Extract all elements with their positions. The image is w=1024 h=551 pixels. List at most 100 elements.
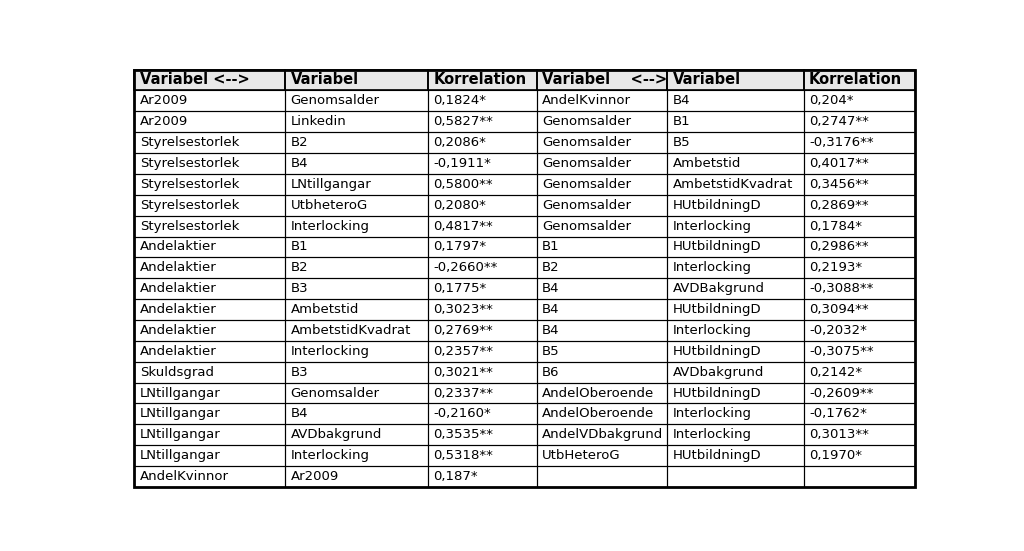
Bar — [285, 424, 428, 445]
Text: -0,3176**: -0,3176** — [809, 136, 873, 149]
Bar — [804, 320, 915, 341]
Bar — [537, 236, 668, 257]
Text: HUtbildningD: HUtbildningD — [673, 345, 762, 358]
Bar — [668, 257, 804, 278]
Bar — [428, 69, 537, 90]
Bar — [668, 111, 804, 132]
Text: Interlocking: Interlocking — [291, 345, 370, 358]
Text: B4: B4 — [542, 324, 559, 337]
Text: Variabel    <-->: Variabel <--> — [542, 72, 668, 88]
Bar — [134, 299, 285, 320]
Text: Interlocking: Interlocking — [673, 219, 752, 233]
Bar — [537, 236, 668, 257]
Bar — [134, 215, 285, 236]
Bar — [428, 90, 537, 111]
Text: B5: B5 — [542, 345, 560, 358]
Bar — [537, 320, 668, 341]
Text: Genomsalder: Genomsalder — [542, 199, 631, 212]
Bar — [668, 424, 804, 445]
Bar — [134, 424, 285, 445]
Bar — [285, 215, 428, 236]
Bar — [428, 299, 537, 320]
Bar — [668, 153, 804, 174]
Bar — [285, 424, 428, 445]
Bar — [134, 236, 285, 257]
Bar — [285, 466, 428, 487]
Bar — [134, 382, 285, 403]
Text: 0,4017**: 0,4017** — [809, 157, 868, 170]
Bar — [428, 320, 537, 341]
Text: B4: B4 — [673, 94, 690, 107]
Bar — [804, 90, 915, 111]
Text: 0,3535**: 0,3535** — [433, 428, 494, 441]
Bar — [285, 132, 428, 153]
Text: AVDbakgrund: AVDbakgrund — [673, 366, 764, 379]
Bar — [428, 362, 537, 382]
Bar — [668, 424, 804, 445]
Text: 0,2142*: 0,2142* — [809, 366, 862, 379]
Bar — [804, 382, 915, 403]
Bar — [428, 195, 537, 215]
Bar — [537, 257, 668, 278]
Text: Andelaktier: Andelaktier — [140, 240, 217, 253]
Bar — [134, 278, 285, 299]
Text: 0,2337**: 0,2337** — [433, 387, 494, 399]
Bar — [428, 382, 537, 403]
Bar — [804, 69, 915, 90]
Text: -0,2609**: -0,2609** — [809, 387, 873, 399]
Bar — [285, 111, 428, 132]
Bar — [537, 90, 668, 111]
Bar — [804, 174, 915, 195]
Text: Ar2009: Ar2009 — [140, 94, 188, 107]
Bar — [668, 69, 804, 90]
Text: 0,2086*: 0,2086* — [433, 136, 486, 149]
Bar — [668, 320, 804, 341]
Bar — [285, 215, 428, 236]
Text: HUtbildningD: HUtbildningD — [673, 449, 762, 462]
Text: 0,1797*: 0,1797* — [433, 240, 486, 253]
Bar — [804, 132, 915, 153]
Bar — [285, 362, 428, 382]
Bar — [804, 236, 915, 257]
Bar — [134, 362, 285, 382]
Bar — [285, 362, 428, 382]
Text: HUtbildningD: HUtbildningD — [673, 199, 762, 212]
Bar — [804, 69, 915, 90]
Bar — [134, 257, 285, 278]
Bar — [537, 445, 668, 466]
Bar — [428, 403, 537, 424]
Bar — [804, 174, 915, 195]
Bar — [668, 382, 804, 403]
Bar — [134, 174, 285, 195]
Text: AndelOberoende: AndelOberoende — [542, 407, 654, 420]
Text: 0,2193*: 0,2193* — [809, 261, 862, 274]
Bar — [537, 195, 668, 215]
Bar — [804, 278, 915, 299]
Bar — [285, 174, 428, 195]
Text: Genomsalder: Genomsalder — [291, 387, 380, 399]
Bar — [428, 341, 537, 362]
Bar — [134, 153, 285, 174]
Bar — [428, 215, 537, 236]
Bar — [285, 236, 428, 257]
Bar — [668, 153, 804, 174]
Text: 0,2986**: 0,2986** — [809, 240, 868, 253]
Bar — [428, 153, 537, 174]
Bar — [134, 69, 285, 90]
Bar — [428, 403, 537, 424]
Bar — [668, 341, 804, 362]
Text: LNtillgangar: LNtillgangar — [140, 449, 220, 462]
Bar — [668, 278, 804, 299]
Bar — [668, 362, 804, 382]
Text: Genomsalder: Genomsalder — [542, 115, 631, 128]
Bar — [285, 153, 428, 174]
Text: 0,1824*: 0,1824* — [433, 94, 486, 107]
Text: LNtillgangar: LNtillgangar — [140, 407, 220, 420]
Bar — [668, 320, 804, 341]
Bar — [134, 278, 285, 299]
Bar — [668, 299, 804, 320]
Bar — [428, 341, 537, 362]
Bar — [668, 174, 804, 195]
Bar — [668, 382, 804, 403]
Text: UtbheteroG: UtbheteroG — [291, 199, 368, 212]
